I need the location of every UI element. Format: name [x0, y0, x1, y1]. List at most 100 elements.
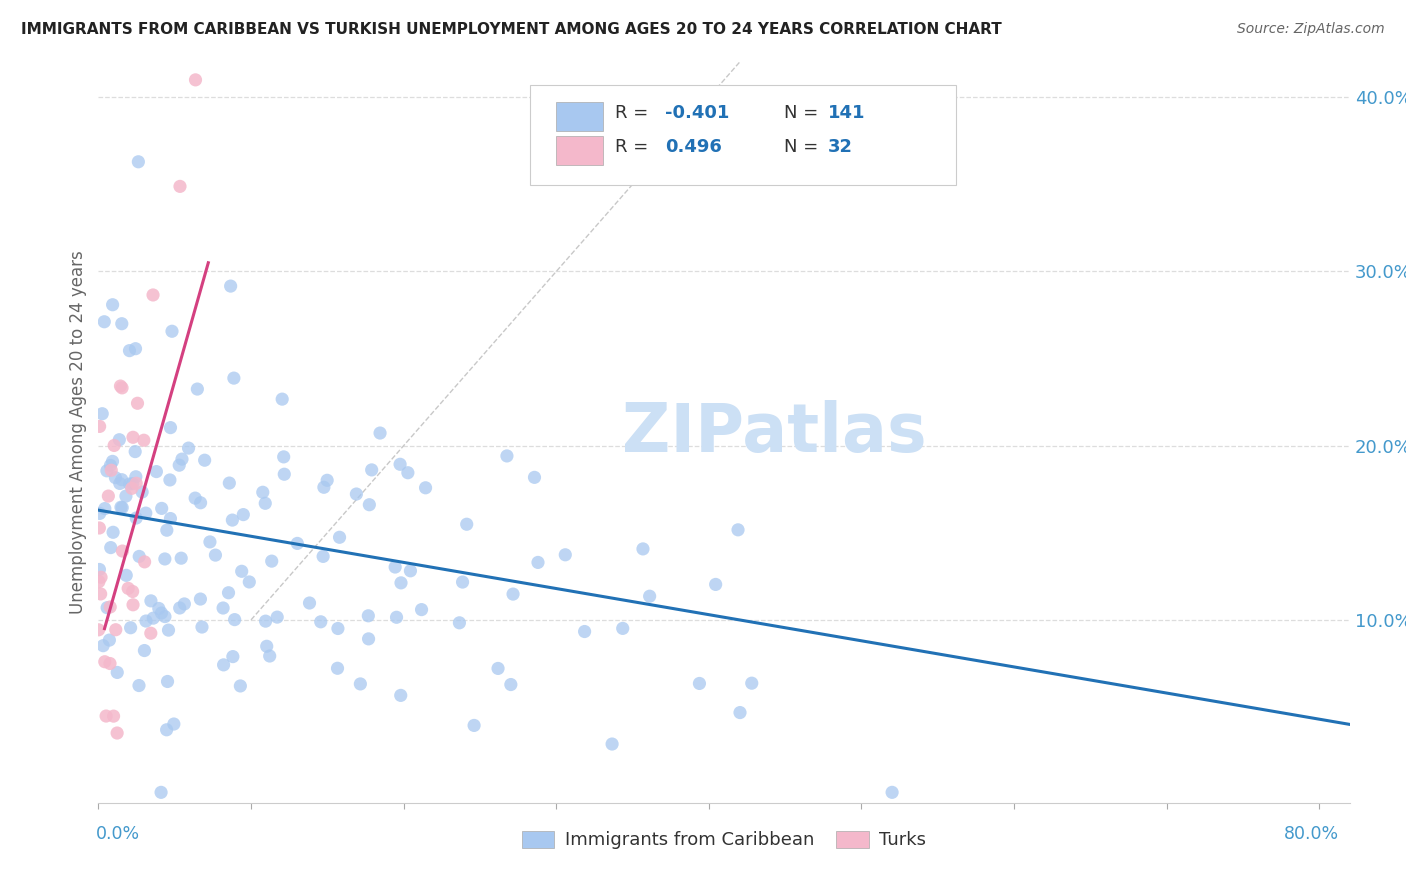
- Point: [132, 434, 155, 448]
- Point: [91, 639, 114, 653]
- Point: [221, 513, 243, 527]
- Point: [93, 315, 115, 329]
- Point: [273, 467, 295, 482]
- Point: [94, 655, 117, 669]
- Point: [727, 523, 749, 537]
- FancyBboxPatch shape: [557, 102, 603, 131]
- Point: [159, 511, 181, 525]
- Point: [87, 623, 110, 637]
- Point: [224, 613, 246, 627]
- Point: [704, 577, 727, 591]
- Point: [252, 485, 274, 500]
- Point: [98, 657, 121, 671]
- Point: [463, 718, 485, 732]
- Point: [118, 343, 141, 358]
- Point: [101, 454, 124, 468]
- Point: [153, 552, 176, 566]
- Point: [156, 723, 179, 737]
- Point: [880, 785, 903, 799]
- Point: [502, 587, 524, 601]
- Point: [316, 473, 339, 487]
- Point: [219, 279, 242, 293]
- Point: [108, 476, 131, 491]
- Point: [523, 470, 546, 484]
- Point: [94, 709, 117, 723]
- Text: ZIPatlas: ZIPatlas: [621, 400, 927, 466]
- Point: [389, 689, 412, 703]
- Point: [150, 785, 173, 799]
- Point: [159, 420, 181, 434]
- Point: [259, 648, 281, 663]
- Point: [212, 657, 235, 672]
- Point: [449, 615, 471, 630]
- Point: [486, 661, 509, 675]
- Point: [134, 643, 156, 657]
- Point: [357, 608, 380, 623]
- Point: [111, 500, 134, 515]
- Point: [271, 392, 294, 406]
- Point: [121, 584, 143, 599]
- Point: [222, 371, 245, 385]
- Legend: Immigrants from Caribbean, Turks: Immigrants from Caribbean, Turks: [515, 823, 934, 856]
- Point: [254, 496, 277, 510]
- Point: [98, 633, 121, 648]
- Point: [169, 601, 191, 615]
- Point: [96, 600, 118, 615]
- Point: [173, 597, 195, 611]
- Point: [184, 491, 207, 505]
- Point: [741, 676, 763, 690]
- Point: [153, 609, 176, 624]
- FancyBboxPatch shape: [530, 85, 956, 185]
- Point: [104, 470, 127, 484]
- Point: [135, 506, 157, 520]
- Text: 141: 141: [828, 103, 866, 122]
- Point: [218, 476, 240, 491]
- Point: [122, 598, 145, 612]
- Point: [212, 601, 235, 615]
- Point: [389, 458, 412, 472]
- Point: [399, 564, 422, 578]
- Point: [600, 737, 623, 751]
- Point: [222, 649, 245, 664]
- Point: [688, 676, 710, 690]
- Point: [631, 541, 654, 556]
- Point: [357, 632, 380, 646]
- Point: [389, 575, 412, 590]
- Point: [110, 379, 132, 393]
- Point: [229, 679, 252, 693]
- Point: [612, 621, 634, 635]
- Point: [105, 726, 128, 740]
- Point: [96, 464, 118, 478]
- Point: [87, 574, 110, 589]
- Point: [186, 382, 208, 396]
- Point: [396, 466, 419, 480]
- Text: Source: ZipAtlas.com: Source: ZipAtlas.com: [1237, 22, 1385, 37]
- Point: [89, 521, 111, 535]
- Point: [89, 507, 111, 521]
- Point: [134, 555, 156, 569]
- Point: [157, 623, 180, 637]
- Point: [349, 677, 371, 691]
- Point: [266, 610, 288, 624]
- Point: [344, 487, 367, 501]
- Point: [104, 623, 127, 637]
- Point: [142, 611, 165, 625]
- Text: IMMIGRANTS FROM CARIBBEAN VS TURKISH UNEMPLOYMENT AMONG AGES 20 TO 24 YEARS CORR: IMMIGRANTS FROM CARIBBEAN VS TURKISH UNE…: [21, 22, 1002, 37]
- Point: [121, 476, 143, 491]
- Point: [117, 582, 139, 596]
- Text: 80.0%: 80.0%: [1284, 825, 1339, 843]
- Point: [150, 501, 173, 516]
- Point: [100, 463, 122, 477]
- Point: [139, 626, 162, 640]
- Point: [574, 624, 596, 639]
- Point: [312, 480, 335, 494]
- Point: [90, 570, 112, 584]
- Point: [169, 179, 191, 194]
- Point: [111, 317, 134, 331]
- Text: R =: R =: [616, 103, 654, 122]
- FancyBboxPatch shape: [557, 136, 603, 165]
- Point: [89, 562, 111, 576]
- Point: [260, 554, 283, 568]
- Point: [142, 288, 165, 302]
- Point: [170, 551, 193, 566]
